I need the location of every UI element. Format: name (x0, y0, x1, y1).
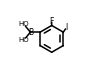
Text: B: B (28, 28, 33, 37)
Text: HO: HO (19, 21, 29, 27)
Text: I: I (65, 23, 67, 32)
Text: HO: HO (19, 37, 29, 43)
Text: F: F (49, 17, 54, 26)
